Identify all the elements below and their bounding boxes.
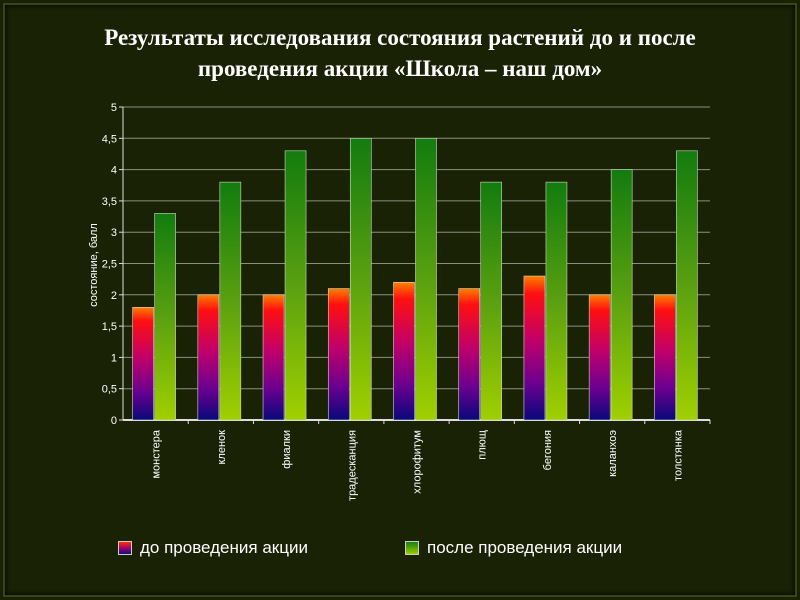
bar-before	[588, 294, 611, 421]
legend-label-before: до проведения акции	[140, 538, 308, 557]
y-tick-label: 1	[111, 352, 117, 364]
bar-before	[523, 275, 546, 421]
x-tick-label: хлорофитум	[412, 430, 424, 494]
bar-before	[458, 288, 481, 421]
bar-before	[327, 288, 350, 421]
y-tick-label: 2	[111, 290, 117, 302]
y-tick-label: 3	[111, 227, 117, 239]
y-tick-label: 3,5	[102, 196, 117, 208]
legend-item-before: до проведения акции	[118, 538, 308, 558]
bar-after	[349, 138, 372, 421]
legend-item-after: после проведения акции	[405, 538, 622, 558]
title-line-1: Результаты исследования состояния растен…	[104, 25, 696, 50]
y-tick-label: 2,5	[102, 259, 117, 271]
x-tick-label: толстянка	[672, 429, 684, 481]
bar-after	[610, 169, 633, 421]
y-tick-label: 4	[111, 165, 117, 177]
x-tick-label: каланхоэ	[607, 430, 619, 477]
x-tick-label: бегония	[542, 430, 554, 470]
bar-after	[284, 150, 307, 421]
y-axis-label: состояние, балл	[88, 223, 100, 307]
x-tick-label: традесканция	[346, 430, 358, 501]
y-tick-label: 1,5	[102, 321, 117, 333]
x-tick-label: монстера	[151, 429, 163, 478]
slide-frame	[3, 3, 797, 597]
y-tick-label: 0	[111, 415, 117, 427]
bar-after	[219, 181, 242, 421]
bar-after	[676, 150, 698, 421]
bar-before	[393, 281, 415, 421]
bar-before	[132, 307, 154, 421]
x-tick-label: фиалки	[281, 430, 293, 469]
bar-before	[654, 294, 676, 421]
bar-after	[545, 181, 568, 421]
legend-label-after: после проведения акции	[427, 538, 623, 557]
chart-title: Результаты исследования состояния растен…	[0, 22, 800, 84]
x-tick-label: плющ	[477, 430, 489, 460]
y-tick-label: 4,5	[102, 133, 117, 145]
bar-before	[262, 294, 285, 421]
legend-swatch-after	[405, 541, 419, 555]
bar-after	[480, 181, 503, 421]
bar-before	[197, 294, 220, 421]
y-tick-label: 0,5	[102, 384, 117, 396]
x-tick-label: кленок	[216, 430, 228, 465]
bar-after	[415, 138, 437, 421]
bar-after	[154, 213, 176, 421]
legend-swatch-before	[118, 541, 132, 555]
title-line-2: проведения акции «Школа – наш дом»	[197, 56, 603, 81]
y-tick-label: 5	[111, 102, 117, 114]
